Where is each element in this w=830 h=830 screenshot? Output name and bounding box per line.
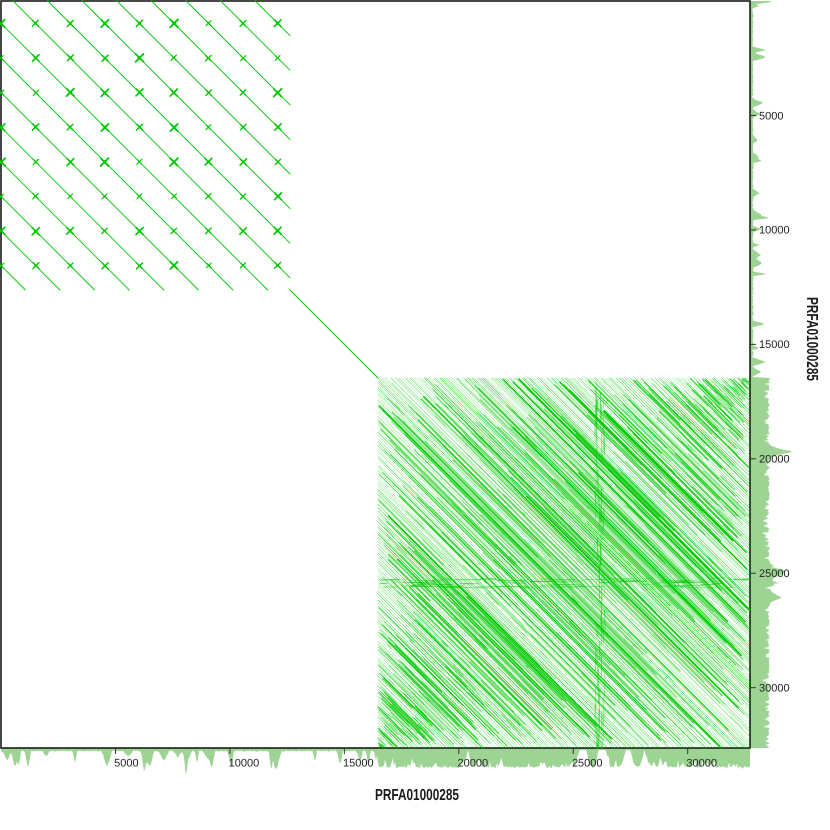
svg-text:20000: 20000: [457, 758, 488, 770]
svg-text:5000: 5000: [114, 758, 138, 770]
svg-text:10000: 10000: [759, 225, 790, 237]
svg-text:25000: 25000: [572, 758, 603, 770]
svg-text:10000: 10000: [229, 758, 260, 770]
svg-text:30000: 30000: [686, 758, 717, 770]
svg-text:20000: 20000: [759, 454, 790, 466]
svg-text:PRFA01000285: PRFA01000285: [803, 297, 820, 381]
svg-text:15000: 15000: [343, 758, 374, 770]
svg-text:5000: 5000: [759, 110, 783, 122]
svg-text:30000: 30000: [759, 682, 790, 694]
svg-text:25000: 25000: [759, 568, 790, 580]
svg-text:15000: 15000: [759, 339, 790, 351]
svg-text:PRFA01000285: PRFA01000285: [375, 787, 459, 804]
